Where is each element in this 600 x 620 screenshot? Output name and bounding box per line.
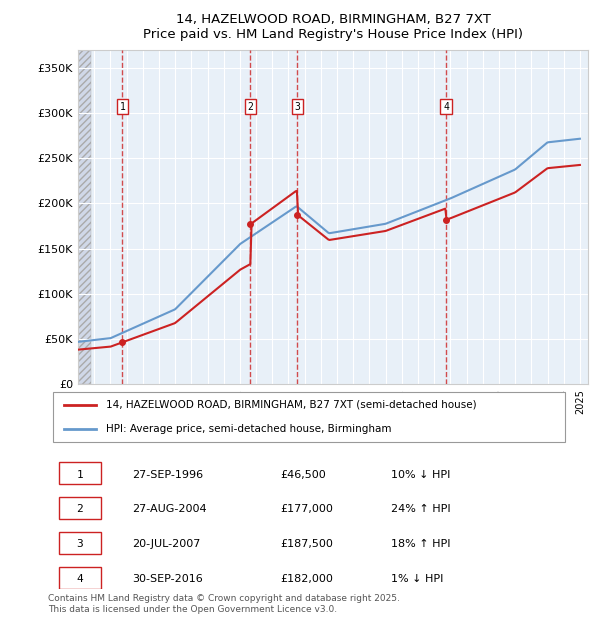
Text: £177,000: £177,000 (280, 505, 333, 515)
Text: 24% ↑ HPI: 24% ↑ HPI (391, 505, 451, 515)
Bar (78, 50, 91, 384)
Text: £46,500: £46,500 (280, 469, 326, 480)
FancyBboxPatch shape (59, 497, 101, 520)
Text: £187,500: £187,500 (280, 539, 333, 549)
Text: 20-JUL-2007: 20-JUL-2007 (133, 539, 201, 549)
Text: 3: 3 (295, 102, 301, 112)
Text: 3: 3 (76, 539, 83, 549)
Text: 30-SEP-2016: 30-SEP-2016 (133, 574, 203, 584)
FancyBboxPatch shape (59, 567, 101, 589)
Text: 1: 1 (76, 469, 83, 480)
Text: 10% ↓ HPI: 10% ↓ HPI (391, 469, 451, 480)
FancyBboxPatch shape (53, 392, 565, 442)
Text: 27-SEP-1996: 27-SEP-1996 (133, 469, 203, 480)
Text: 4: 4 (443, 102, 449, 112)
Text: 27-AUG-2004: 27-AUG-2004 (133, 505, 207, 515)
Text: 14, HAZELWOOD ROAD, BIRMINGHAM, B27 7XT (semi-detached house): 14, HAZELWOOD ROAD, BIRMINGHAM, B27 7XT … (106, 400, 477, 410)
Text: 2: 2 (247, 102, 253, 112)
Text: £182,000: £182,000 (280, 574, 333, 584)
Text: 1% ↓ HPI: 1% ↓ HPI (391, 574, 443, 584)
Text: 18% ↑ HPI: 18% ↑ HPI (391, 539, 451, 549)
Text: Contains HM Land Registry data © Crown copyright and database right 2025.
This d: Contains HM Land Registry data © Crown c… (48, 595, 400, 614)
Text: 4: 4 (76, 574, 83, 584)
FancyBboxPatch shape (59, 462, 101, 484)
Text: 1: 1 (119, 102, 125, 112)
Text: 2: 2 (76, 505, 83, 515)
Title: 14, HAZELWOOD ROAD, BIRMINGHAM, B27 7XT
Price paid vs. HM Land Registry's House : 14, HAZELWOOD ROAD, BIRMINGHAM, B27 7XT … (143, 14, 523, 42)
Text: HPI: Average price, semi-detached house, Birmingham: HPI: Average price, semi-detached house,… (106, 424, 392, 434)
FancyBboxPatch shape (59, 532, 101, 554)
